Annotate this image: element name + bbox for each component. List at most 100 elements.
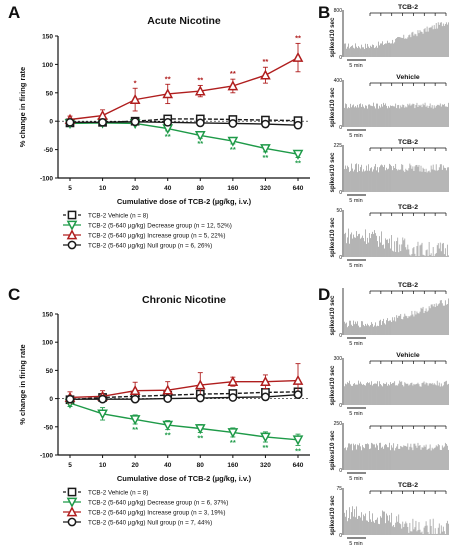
spike-bar	[437, 22, 439, 58]
spike-bar	[439, 22, 441, 58]
spike-bar	[425, 444, 427, 470]
spike-bar	[432, 518, 434, 535]
spike-bar	[389, 107, 390, 127]
spike-bar	[434, 307, 436, 335]
spike-bar	[348, 383, 349, 405]
spike-bar	[367, 520, 368, 535]
spike-bar	[419, 30, 421, 57]
spike-bar	[355, 444, 356, 470]
spike-bar	[387, 318, 388, 335]
spike-bar	[404, 445, 406, 470]
spike-bar	[369, 511, 370, 535]
spike-bar	[381, 385, 382, 405]
spike-bar	[374, 444, 375, 470]
spike-bar	[381, 324, 382, 335]
spike-bar	[380, 442, 381, 470]
spike-bar	[358, 445, 359, 470]
spike-bar	[395, 321, 397, 335]
spike-bar	[434, 384, 436, 405]
spike-bar	[350, 384, 351, 405]
spike-bar	[409, 446, 411, 470]
spike-bar	[364, 516, 365, 535]
x-tick-label: 5	[68, 185, 72, 192]
spike-bar	[403, 34, 405, 57]
series-2: * ** ********	[64, 33, 304, 124]
spike-bar	[408, 449, 410, 470]
spike-bar	[434, 528, 436, 535]
spike-bar	[406, 316, 408, 335]
spike-bar	[426, 249, 428, 257]
spike-bar	[362, 321, 363, 335]
spike-bar	[387, 447, 388, 470]
spike-bar	[430, 107, 432, 127]
spike-bar	[375, 163, 376, 192]
significance-mark: **	[197, 139, 203, 148]
spike-bar	[351, 163, 352, 192]
spike-bar	[430, 383, 432, 405]
spike-bar	[352, 385, 353, 405]
spike-bar	[420, 104, 422, 127]
spike-bar	[381, 517, 382, 535]
spike-bar	[393, 251, 395, 257]
spike-bar	[426, 311, 428, 335]
spike-bar	[380, 319, 381, 335]
spike-bar	[399, 244, 401, 257]
data-point	[129, 385, 141, 396]
x-tick-label: 320	[260, 185, 271, 192]
spike-bar	[344, 233, 345, 257]
spike-bar	[433, 25, 435, 57]
data-point	[65, 117, 75, 127]
scale-bar-label: 5 min	[349, 133, 362, 139]
spike-bar	[416, 246, 418, 257]
spike-bar	[387, 515, 388, 535]
spike-bar	[442, 526, 444, 535]
spike-bar	[409, 103, 411, 127]
spike-bar	[350, 170, 351, 192]
spike-bar	[411, 32, 413, 57]
spike-bar	[394, 527, 396, 535]
spike-bar	[372, 44, 373, 57]
spike-bar	[380, 107, 381, 127]
spike-bar	[427, 107, 429, 127]
spike-bar	[447, 167, 449, 192]
spike-bar	[410, 531, 412, 535]
spike-bar	[430, 165, 432, 192]
spike-bar	[355, 237, 356, 257]
spike-bar	[358, 46, 359, 57]
spike-bar	[364, 108, 365, 127]
spike-bar	[373, 384, 374, 405]
data-point	[227, 80, 239, 91]
legend-marker	[67, 240, 77, 250]
spike-bar	[437, 170, 439, 192]
y-axis-label: spikes/10 sec	[329, 217, 336, 257]
spike-bar	[408, 316, 410, 335]
spike-bar	[434, 170, 436, 192]
spike-bar	[346, 243, 347, 257]
spike-bar	[391, 105, 393, 127]
spike-bar	[378, 108, 379, 127]
spike-bar	[443, 381, 445, 405]
y-axis-label: spikes/10 sec	[329, 152, 336, 192]
panel-letter: C	[8, 285, 20, 304]
spike-bar	[420, 307, 422, 335]
spike-bar	[447, 449, 449, 470]
spike-bar	[404, 238, 406, 257]
spike-bar	[391, 43, 393, 57]
spike-bar	[373, 234, 374, 257]
spike-bar	[411, 447, 413, 470]
spike-bar	[443, 103, 445, 127]
spike-bar	[446, 304, 448, 335]
spike-bar	[426, 105, 428, 127]
spike-bar	[386, 513, 387, 535]
spike-bar	[440, 164, 442, 192]
legend-label: TCB-2 (5-640 µg/kg) Increase group (n = …	[88, 510, 226, 517]
spike-bar	[373, 326, 374, 335]
spike-bar	[351, 324, 352, 335]
spike-bar	[372, 513, 373, 535]
data-point	[292, 149, 304, 160]
spike-bar	[392, 447, 394, 470]
data-point	[194, 85, 206, 96]
spike-bar	[432, 108, 434, 127]
spike-bar	[374, 166, 375, 192]
